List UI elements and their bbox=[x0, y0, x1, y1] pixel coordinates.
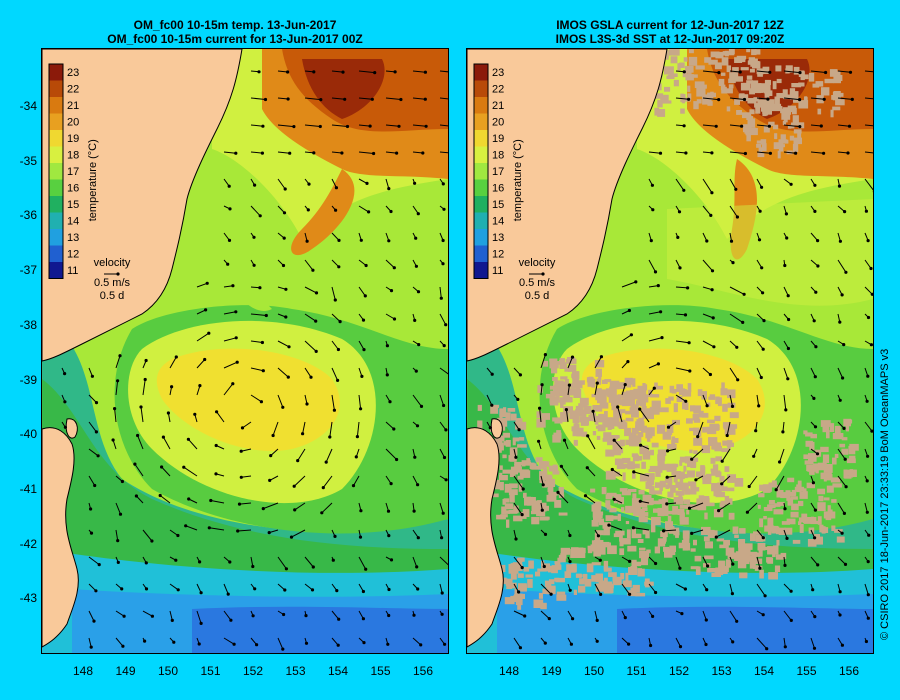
x-tick-label: 156 bbox=[412, 664, 434, 678]
y-tick-label: -35 bbox=[19, 153, 37, 168]
colorbar-tick: 20 bbox=[492, 117, 504, 129]
x-tick-label: 153 bbox=[711, 664, 732, 678]
y-tick-label: -42 bbox=[19, 536, 37, 551]
left-title-1: OM_fc00 10-15m temp. 13-Jun-2017 bbox=[133, 18, 337, 32]
y-tick-label: -39 bbox=[19, 372, 37, 387]
colorbar-tick: 11 bbox=[492, 265, 503, 277]
y-tick-label: -41 bbox=[19, 481, 37, 496]
x-tick-label: 152 bbox=[242, 664, 264, 678]
x-tick-label: 156 bbox=[838, 664, 860, 678]
x-tick-label: 149 bbox=[541, 664, 562, 678]
colorbar-tick: 16 bbox=[67, 183, 79, 195]
left-title-2: OM_fc00 10-15m current for 13-Jun-2017 0… bbox=[107, 32, 363, 46]
x-tick-label: 150 bbox=[583, 664, 605, 678]
colorbar-tick: 18 bbox=[492, 150, 504, 162]
right-map[interactable]: 23 22 21 20 19 18 17 16 15 14 13 12 11 temperature (°… bbox=[466, 48, 874, 654]
x-tick-label: 149 bbox=[115, 664, 136, 678]
x-tick-label: 155 bbox=[370, 664, 391, 678]
x-tick-label: 155 bbox=[796, 664, 817, 678]
colorbar-tick: 21 bbox=[67, 100, 79, 112]
colorbar-tick: 22 bbox=[492, 84, 504, 96]
y-tick-label: -36 bbox=[19, 208, 37, 223]
colorbar-tick: 17 bbox=[67, 166, 79, 178]
y-tick-label: -40 bbox=[19, 427, 37, 442]
colorbar-tick: 12 bbox=[67, 249, 79, 261]
velocity-legend-duration: 0.5 d bbox=[525, 290, 549, 302]
colorbar-label: temperature (°C) bbox=[87, 139, 99, 221]
colorbar: 23 22 21 20 19 18 17 16 15 14 13 12 11 temperature (°… bbox=[48, 63, 99, 279]
x-tick-label: 151 bbox=[626, 664, 647, 678]
x-tick-label: 154 bbox=[753, 664, 775, 678]
colorbar-tick: 20 bbox=[67, 117, 79, 129]
sst-field bbox=[42, 49, 448, 653]
velocity-legend: velocity 0.5 m/s0.5 d bbox=[519, 257, 556, 302]
colorbar-tick: 23 bbox=[67, 67, 79, 79]
cloud-mask bbox=[474, 49, 859, 610]
colorbar: 23 22 21 20 19 18 17 16 15 14 13 12 11 temperature (°… bbox=[473, 63, 524, 279]
colorbar-tick: 13 bbox=[492, 232, 504, 244]
colorbar-tick: 14 bbox=[67, 216, 79, 228]
velocity-legend-title: velocity bbox=[94, 257, 131, 269]
y-tick-label: -37 bbox=[19, 263, 37, 278]
x-tick-label: 148 bbox=[498, 664, 520, 678]
right-title-2: IMOS L3S-3d SST at 12-Jun-2017 09:20Z bbox=[555, 32, 785, 46]
right-title-1: IMOS GSLA current for 12-Jun-2017 12Z bbox=[556, 18, 784, 32]
velocity-legend: velocity 0.5 m/s0.5 d bbox=[94, 257, 131, 302]
colorbar-tick: 14 bbox=[492, 216, 504, 228]
colorbar-tick: 17 bbox=[492, 166, 504, 178]
colorbar-tick: 12 bbox=[492, 249, 504, 261]
velocity-legend-speed: 0.5 m/s bbox=[519, 277, 556, 289]
velocity-legend-speed: 0.5 m/s bbox=[94, 277, 131, 289]
colorbar-tick: 13 bbox=[67, 232, 79, 244]
colorbar-tick: 19 bbox=[67, 133, 79, 145]
x-tick-label: 154 bbox=[327, 664, 349, 678]
x-tick-label: 148 bbox=[72, 664, 94, 678]
credit-text: © CSIRO 2017 18-Jun-2017 23:33:19 BoM Oc… bbox=[879, 348, 891, 640]
colorbar-label: temperature (°C) bbox=[512, 139, 524, 221]
x-tick-label: 150 bbox=[157, 664, 179, 678]
colorbar-tick: 22 bbox=[67, 84, 79, 96]
colorbar-tick: 19 bbox=[492, 133, 504, 145]
colorbar-tick: 11 bbox=[67, 265, 78, 277]
colorbar-tick: 21 bbox=[492, 100, 504, 112]
y-tick-label: -38 bbox=[19, 317, 37, 332]
x-tick-label: 153 bbox=[285, 664, 306, 678]
velocity-legend-title: velocity bbox=[519, 257, 556, 269]
left-map[interactable]: 23 22 21 20 19 18 17 16 15 14 13 12 11 temperature (°… bbox=[41, 48, 449, 654]
colorbar-tick: 23 bbox=[492, 67, 504, 79]
velocity-vectors bbox=[61, 70, 448, 651]
left-map-canvas: 23 22 21 20 19 18 17 16 15 14 13 12 11 temperature (°… bbox=[42, 49, 448, 653]
velocity-vectors bbox=[486, 70, 873, 651]
colorbar-tick: 15 bbox=[67, 199, 79, 211]
colorbar-tick: 16 bbox=[492, 183, 504, 195]
right-map-canvas: 23 22 21 20 19 18 17 16 15 14 13 12 11 temperature (°… bbox=[467, 49, 873, 653]
coastline-land bbox=[42, 49, 243, 648]
colorbar-tick: 15 bbox=[492, 199, 504, 211]
x-tick-label: 151 bbox=[200, 664, 221, 678]
colorbar-tick: 18 bbox=[67, 150, 79, 162]
velocity-legend-duration: 0.5 d bbox=[100, 290, 124, 302]
coastline-land bbox=[467, 49, 668, 648]
x-tick-label: 152 bbox=[668, 664, 690, 678]
y-tick-label: -43 bbox=[19, 591, 37, 606]
y-tick-label: -34 bbox=[19, 99, 37, 113]
